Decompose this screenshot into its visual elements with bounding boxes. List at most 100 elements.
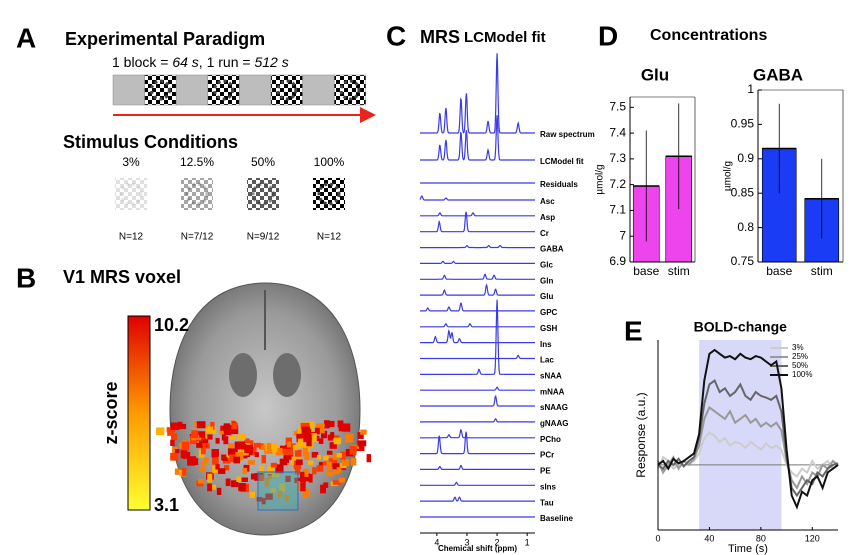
activation-voxel xyxy=(323,455,329,461)
activation-voxel xyxy=(302,447,309,457)
spectrum-trace xyxy=(420,273,535,280)
y-axis-label: µmol/g xyxy=(723,161,734,191)
stimulus-ring xyxy=(149,79,171,101)
activation-voxel xyxy=(316,454,322,460)
legend-label: 25% xyxy=(792,352,808,361)
ventricle xyxy=(229,353,257,397)
activation-voxel xyxy=(316,465,324,472)
activation-voxel xyxy=(259,474,264,481)
stimulus-ring xyxy=(213,79,235,101)
activation-voxel xyxy=(326,471,334,477)
activation-voxel xyxy=(207,434,213,440)
trace-label: Gln xyxy=(540,276,553,285)
activation-voxel xyxy=(284,495,290,502)
panel-letter: D xyxy=(598,20,618,51)
subtitle-part: 64 s xyxy=(172,54,198,70)
spectrum-trace xyxy=(420,283,535,296)
title-part: MRS xyxy=(420,27,460,47)
spectrum-trace xyxy=(420,429,535,439)
activation-voxel xyxy=(285,437,292,446)
y-tick-label: 7.4 xyxy=(609,125,626,139)
trace-label: Residuals xyxy=(540,180,578,189)
activation-voxel xyxy=(303,443,310,452)
activation-voxel xyxy=(265,493,273,500)
legend-label: 100% xyxy=(792,370,812,379)
title-part: LCModel fit xyxy=(464,29,546,46)
activation-voxel xyxy=(351,447,357,452)
colorbar-max: 10.2 xyxy=(154,315,189,335)
trace-label: mNAA xyxy=(540,387,565,396)
activation-voxel xyxy=(307,433,312,440)
trace-label: sNAA xyxy=(540,371,562,380)
y-tick-label: 7.5 xyxy=(609,99,626,113)
activation-voxel xyxy=(340,451,346,460)
brain-image xyxy=(156,282,371,536)
activation-voxel xyxy=(261,498,266,505)
activation-voxel xyxy=(293,431,301,436)
stimulus-ring xyxy=(339,79,361,101)
activation-voxel xyxy=(256,496,263,502)
activation-voxel xyxy=(167,431,174,436)
activation-voxel xyxy=(333,437,341,445)
colorbar-min: 3.1 xyxy=(154,495,179,515)
activation-voxel xyxy=(174,448,180,454)
activation-map xyxy=(156,420,371,505)
activation-voxel xyxy=(220,425,226,431)
activation-voxel xyxy=(270,488,276,493)
activation-voxel xyxy=(275,464,284,474)
panel-title: Experimental Paradigm xyxy=(65,29,265,49)
activation-voxel xyxy=(189,458,195,466)
n-label: N=12 xyxy=(119,232,144,243)
activation-voxel xyxy=(215,437,220,444)
spectrum-trace xyxy=(420,418,535,423)
subtitle-part: , 1 run = xyxy=(199,54,255,70)
activation-voxel xyxy=(177,421,183,430)
activation-voxel xyxy=(170,439,175,446)
activation-voxel xyxy=(332,463,340,470)
chart-title: BOLD-change xyxy=(694,319,788,335)
x-tick-label: 1 xyxy=(525,537,530,547)
activation-voxel xyxy=(336,453,342,458)
activation-voxel xyxy=(239,449,249,456)
trace-label: Cr xyxy=(540,229,549,238)
trace-label: PCho xyxy=(540,435,561,444)
trace-label: sNAAG xyxy=(540,403,568,412)
trace-label: Glu xyxy=(540,292,553,301)
activation-voxel xyxy=(212,457,219,465)
activation-voxel xyxy=(302,488,311,498)
subtitle-part: 1 block = xyxy=(112,54,172,70)
activation-voxel xyxy=(318,426,325,434)
activation-voxel xyxy=(202,439,209,444)
activation-voxel xyxy=(254,442,262,448)
activation-voxel xyxy=(294,449,302,457)
activation-voxel xyxy=(308,421,315,428)
spectrum-trace xyxy=(420,394,535,407)
y-tick-label: 1 xyxy=(747,82,754,96)
condition-label: 12.5% xyxy=(180,155,214,169)
mrs-voxel xyxy=(257,471,299,511)
panel-title: Concentrations xyxy=(650,27,767,44)
activation-voxel xyxy=(271,472,280,477)
subtitle-part: 512 s xyxy=(254,54,288,70)
trace-label: Tau xyxy=(540,498,554,507)
activation-voxel xyxy=(279,445,287,451)
n-label: N=12 xyxy=(317,232,342,243)
y-tick-label: 7.1 xyxy=(609,203,626,217)
activation-voxel xyxy=(360,429,367,435)
activation-voxel xyxy=(295,459,303,466)
activation-voxel xyxy=(320,430,328,439)
activation-voxel xyxy=(241,477,248,482)
rest-block xyxy=(112,74,145,106)
activation-voxel xyxy=(171,433,178,441)
ventricle xyxy=(273,353,301,397)
activation-voxel xyxy=(244,438,250,444)
activation-voxel xyxy=(259,466,264,475)
activation-voxel xyxy=(332,454,338,460)
activation-voxel xyxy=(216,487,222,495)
activation-voxel xyxy=(323,461,328,466)
activation-voxel xyxy=(292,444,298,451)
activation-voxel xyxy=(170,422,180,430)
activation-voxel xyxy=(203,457,209,463)
x-tick-label: base xyxy=(766,264,792,278)
chart-title: Glu xyxy=(641,65,669,84)
